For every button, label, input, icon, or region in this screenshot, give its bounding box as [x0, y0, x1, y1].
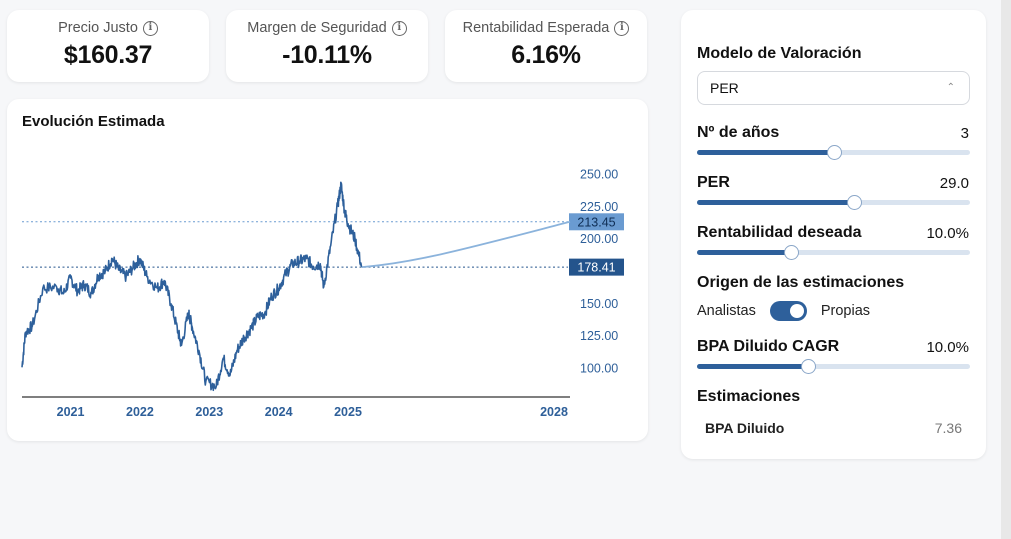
chevron-up-down-icon: ⌃ [946, 82, 955, 93]
historical-price-line [21, 181, 363, 392]
origin-heading: Origen de las estimaciones [697, 274, 905, 291]
slider-thumb[interactable] [784, 245, 800, 260]
model-select[interactable]: PER ⌃ [697, 71, 970, 105]
cagr-label: BPA Diluido CAGR [697, 338, 840, 355]
slider-fill [697, 364, 808, 369]
metric-label: Rentabilidad Esperada [462, 20, 610, 36]
chart-title: Evolución Estimada [22, 113, 165, 130]
x-tick-label: 2022 [126, 405, 154, 419]
years-value: 3 [960, 125, 969, 142]
metric-label: Precio Justo [58, 20, 138, 36]
toggle-knob [789, 304, 804, 318]
cagr-slider[interactable] [697, 359, 970, 374]
years-label: Nº de años [697, 124, 780, 141]
metric-card-expected-return: Rentabilidad Esperada i 6.16% [445, 10, 647, 82]
model-heading: Modelo de Valoración [697, 45, 862, 62]
origin-toggle-row: Analistas Propias [697, 301, 870, 321]
metric-label: Margen de Seguridad [247, 20, 387, 36]
page-scrollbar[interactable] [1001, 0, 1011, 539]
valuation-panel: Modelo de Valoración PER ⌃ Nº de años 3 … [681, 10, 986, 459]
metric-value: $160.37 [63, 41, 153, 69]
x-tick-label: 2025 [334, 405, 362, 419]
origin-left-label: Analistas [697, 303, 756, 319]
y-tick-label: 125.00 [580, 329, 618, 343]
per-slider[interactable] [697, 195, 970, 210]
model-select-value: PER [710, 80, 739, 96]
reference-label-bg [569, 258, 624, 276]
slider-fill [697, 250, 792, 255]
reference-label-bg [569, 213, 624, 231]
info-icon[interactable]: i [614, 20, 630, 36]
return-value: 10.0% [926, 225, 969, 242]
metric-value: -10.11% [282, 41, 372, 69]
origin-toggle[interactable] [769, 301, 807, 321]
estimate-value: 7.36 [934, 420, 962, 436]
slider-thumb[interactable] [846, 195, 862, 210]
x-tick-label: 2023 [195, 405, 223, 419]
return-label: Rentabilidad deseada [697, 224, 862, 241]
y-tick-label: 225.00 [580, 200, 618, 214]
projection-line [361, 220, 571, 269]
x-tick-label: 2021 [57, 405, 85, 419]
info-icon[interactable]: i [391, 20, 407, 36]
slider-thumb[interactable] [800, 359, 816, 374]
metric-value: 6.16% [511, 41, 581, 69]
years-slider[interactable] [697, 145, 970, 160]
slider-thumb[interactable] [826, 145, 842, 160]
y-tick-label: 200.00 [580, 232, 618, 246]
return-slider[interactable] [697, 245, 970, 260]
y-tick-label: 250.00 [580, 168, 618, 182]
per-label: PER [697, 174, 730, 191]
metric-card-fair-price: Precio Justo i $160.37 [7, 10, 209, 82]
x-tick-label: 2024 [265, 405, 293, 419]
info-icon[interactable]: i [142, 20, 158, 36]
y-tick-label: 150.00 [580, 297, 618, 311]
reference-label: 178.41 [577, 261, 615, 275]
y-tick-label: 100.00 [580, 362, 618, 376]
reference-label: 213.45 [577, 215, 615, 229]
slider-fill [697, 200, 854, 205]
per-value: 29.0 [939, 175, 969, 192]
x-tick-label: 2028 [540, 405, 568, 419]
estimated-evolution-chart: 2021 2022 2023 2024 2025 2028 100.00 125.00 150.… [21, 168, 624, 419]
chart-card: 2021 2022 2023 2024 2025 2028 100.00 125.00 150.… [7, 99, 648, 441]
cagr-value: 10.0% [926, 339, 969, 356]
origin-right-label: Propias [820, 303, 871, 319]
slider-fill [697, 150, 834, 155]
metric-card-safety-margin: Margen de Seguridad i -10.11% [226, 10, 428, 82]
estimates-heading: Estimaciones [697, 388, 801, 405]
estimate-label: BPA Diluido [705, 420, 785, 436]
